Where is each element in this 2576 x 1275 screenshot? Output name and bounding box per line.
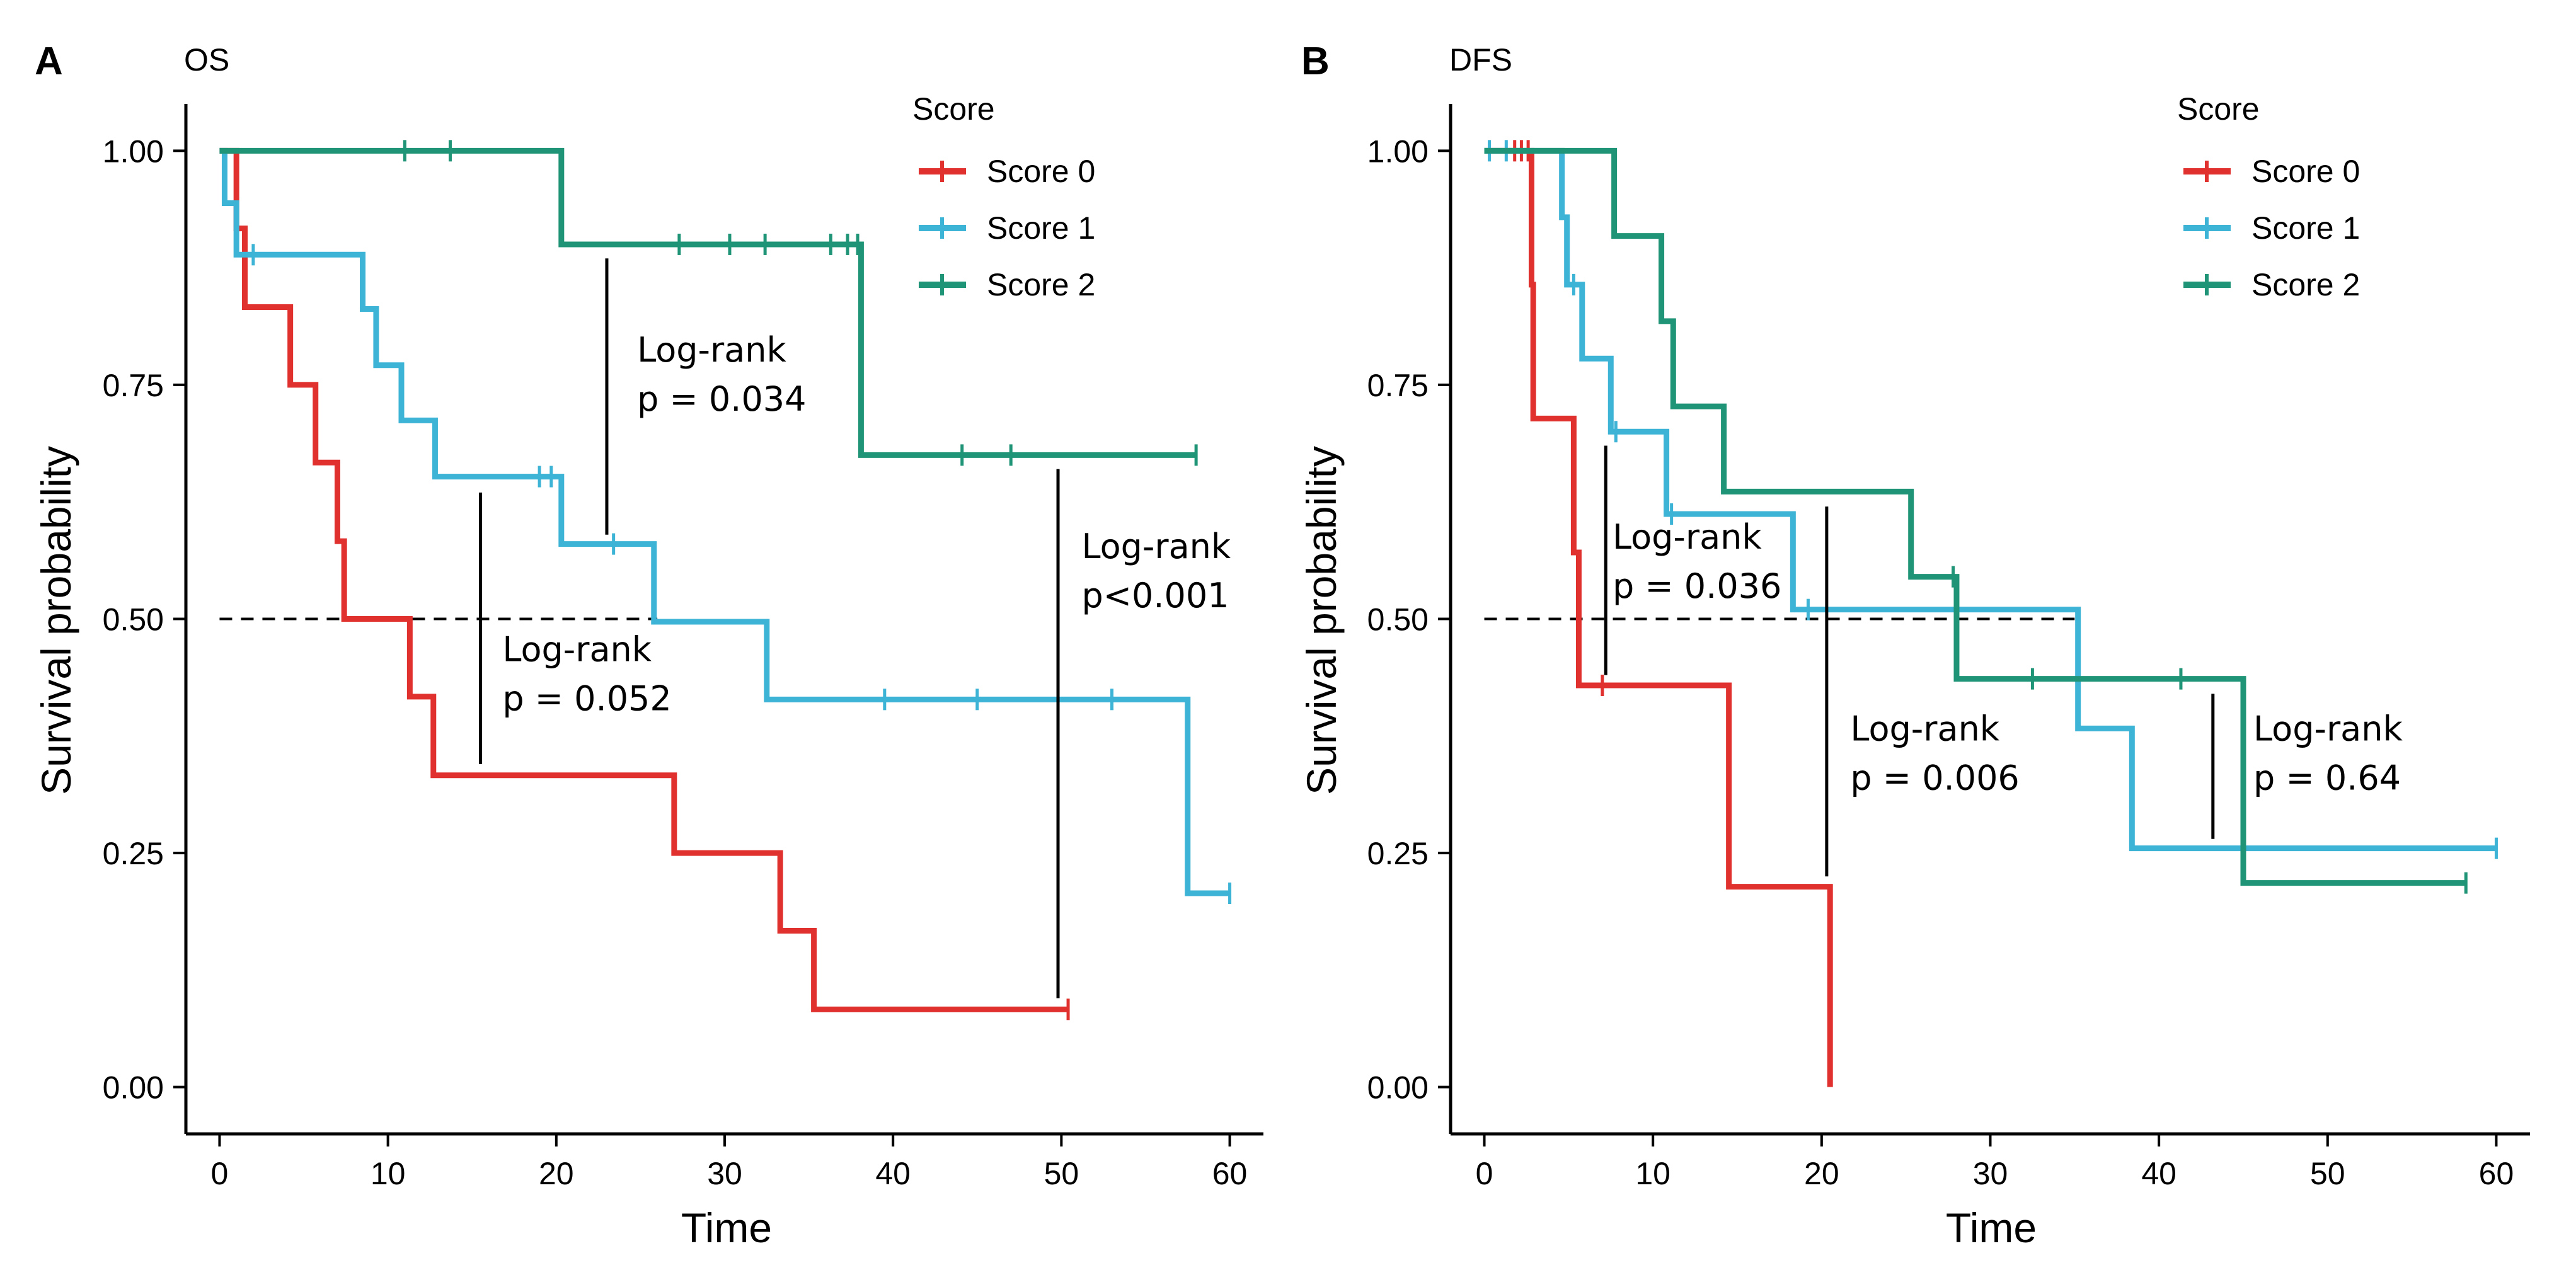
km-curve-score-2 (1484, 147, 2466, 886)
y-tick-label: 0.75 (1367, 368, 1429, 403)
x-tick-label: 50 (2310, 1156, 2345, 1191)
x-tick-label: 60 (2479, 1156, 2514, 1191)
x-tick-label: 10 (1635, 1156, 1670, 1191)
log-rank-label: Log-rank (1850, 709, 1999, 749)
legend-label-score-1: Score 1 (987, 210, 1095, 246)
legend: Score Score 0 Score 1 Score 2 (2177, 91, 2360, 302)
panel-b: B DFS 0 10 20 30 40 50 60 0.00 0.25 0.50 0.75 1.00 L… (1298, 40, 2530, 1251)
x-tick-label: 40 (2141, 1156, 2176, 1191)
panel-label: A (35, 40, 63, 83)
log-rank-pvalue: p = 0.052 (502, 678, 671, 718)
log-rank-label: Log-rank (502, 629, 652, 669)
legend-label-score-0: Score 0 (987, 154, 1095, 189)
x-tick-label: 20 (1804, 1156, 1839, 1191)
panel-a: A OS 0 10 20 30 40 50 60 0.00 0.25 0.50 0.75 1.00 Lo… (33, 40, 1263, 1251)
x-tick-label: 50 (1044, 1156, 1079, 1191)
y-axis-label: Survival probability (1298, 446, 1345, 795)
legend-item-score-0: Score 0 (919, 154, 1095, 189)
y-tick-label: 0.25 (103, 836, 164, 871)
log-rank-label: Log-rank (1613, 517, 1762, 557)
y-tick-label: 1.00 (103, 134, 164, 169)
km-curve-score-1 (1484, 147, 2497, 852)
log-rank-label: Log-rank (2253, 709, 2403, 749)
legend-label-score-2: Score 2 (987, 267, 1095, 302)
log-rank-pvalue: p = 0.006 (1850, 758, 2019, 798)
km-curve-score-2 (219, 147, 1197, 458)
legend-label-score-1: Score 1 (2251, 210, 2360, 246)
x-tick-label: 40 (875, 1156, 911, 1191)
legend-label-score-2: Score 2 (2251, 267, 2360, 302)
legend-label-score-0: Score 0 (2251, 154, 2360, 189)
x-axis-label: Time (1946, 1204, 2037, 1251)
log-rank-pvalue: p = 0.034 (637, 379, 806, 419)
y-tick-label: 0.25 (1367, 836, 1429, 871)
km-curve-score-1 (219, 147, 1230, 896)
chart-title: DFS (1449, 42, 1512, 77)
y-tick-label: 1.00 (1367, 134, 1429, 169)
x-tick-label: 20 (539, 1156, 574, 1191)
chart-title: OS (184, 42, 229, 77)
legend-item-score-2: Score 2 (2183, 267, 2360, 302)
y-axis-label: Survival probability (33, 446, 79, 795)
x-tick-label: 30 (707, 1156, 742, 1191)
km-curve-score-0 (219, 147, 1069, 1012)
x-axis-label: Time (681, 1204, 772, 1251)
y-tick-label: 0.00 (103, 1070, 164, 1106)
plot-area: 0 10 20 30 40 50 60 0.00 0.25 0.50 0.75 1.00 Log-ran… (1367, 104, 2530, 1191)
legend-title: Score (2177, 91, 2260, 127)
log-rank-pvalue: p = 0.64 (2253, 758, 2401, 798)
y-tick-label: 0.50 (1367, 602, 1429, 638)
plot-area: 0 10 20 30 40 50 60 0.00 0.25 0.50 0.75 1.00 Log-ran… (103, 104, 1263, 1191)
x-tick-label: 0 (1476, 1156, 1493, 1191)
legend-item-score-1: Score 1 (2183, 210, 2360, 246)
log-rank-label: Log-rank (637, 330, 786, 370)
legend-title: Score (912, 91, 995, 127)
log-rank-label: Log-rank (1081, 527, 1231, 566)
x-tick-label: 10 (371, 1156, 406, 1191)
y-tick-label: 0.50 (103, 602, 164, 638)
y-tick-label: 0.00 (1367, 1070, 1429, 1106)
legend-item-score-0: Score 0 (2183, 154, 2360, 189)
km-curve-score-0 (1484, 147, 1833, 1087)
panel-label: B (1301, 40, 1330, 83)
x-tick-label: 60 (1212, 1156, 1248, 1191)
x-tick-label: 0 (211, 1156, 229, 1191)
legend: Score Score 0 Score 1 Score 2 (912, 91, 1095, 302)
y-tick-label: 0.75 (103, 368, 164, 403)
log-rank-pvalue: p<0.001 (1081, 576, 1229, 615)
legend-item-score-2: Score 2 (919, 267, 1095, 302)
legend-item-score-1: Score 1 (919, 210, 1095, 246)
log-rank-pvalue: p = 0.036 (1613, 566, 1781, 606)
x-tick-label: 30 (1973, 1156, 2008, 1191)
